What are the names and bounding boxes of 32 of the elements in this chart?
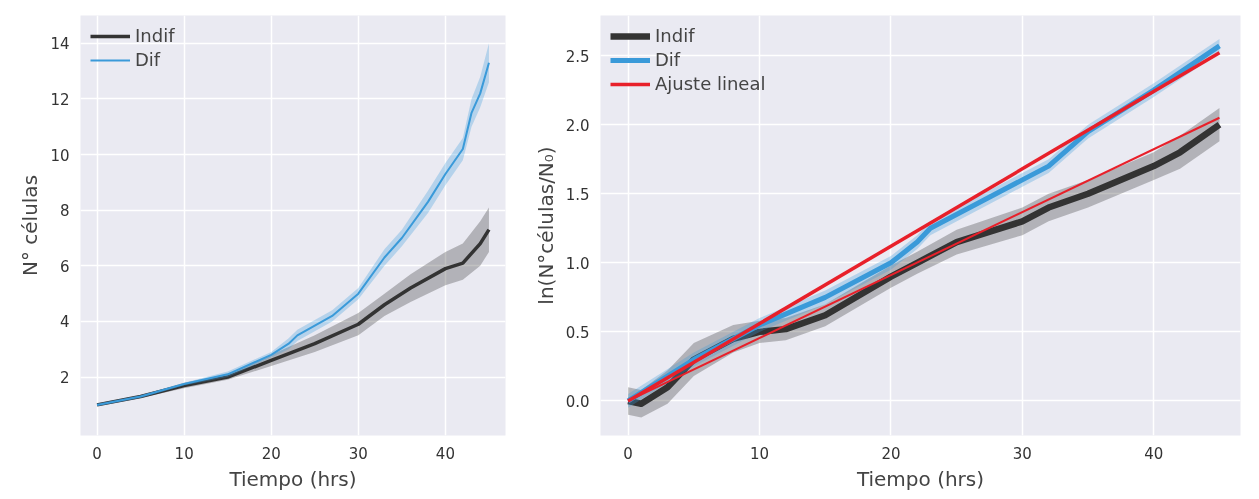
legend-label: Dif bbox=[135, 49, 161, 70]
y-tick-label: 4 bbox=[59, 313, 70, 332]
x-tick-label: 10 bbox=[749, 444, 770, 463]
y-tick-label: 12 bbox=[50, 90, 70, 109]
x-tick-label: 10 bbox=[174, 444, 194, 463]
y-axis-title: ln(N°células/N₀) bbox=[533, 146, 558, 305]
y-tick-label: 2 bbox=[59, 369, 70, 388]
y-tick-label: 8 bbox=[59, 202, 70, 221]
x-tick-label: 40 bbox=[1144, 444, 1164, 463]
x-axis-title: Tiempo (hrs) bbox=[228, 466, 357, 491]
x-tick-label: 20 bbox=[261, 444, 281, 463]
y-tick-label: 0.0 bbox=[565, 392, 590, 411]
legend-label: Indif bbox=[655, 25, 695, 46]
legend-label: Ajuste lineal bbox=[655, 73, 766, 94]
y-tick-label: 6 bbox=[59, 257, 70, 276]
x-tick-label: 20 bbox=[881, 444, 901, 463]
x-tick-label: 30 bbox=[1012, 444, 1032, 463]
x-tick-label: 40 bbox=[435, 444, 455, 463]
y-tick-label: 1.0 bbox=[565, 254, 590, 273]
y-tick-label: 0.5 bbox=[565, 323, 590, 342]
y-tick-label: 10 bbox=[50, 146, 70, 165]
x-tick-label: 30 bbox=[348, 444, 368, 463]
legend-label: Indif bbox=[135, 25, 175, 46]
y-tick-label: 14 bbox=[50, 35, 70, 54]
legend-label: Dif bbox=[655, 49, 681, 70]
x-tick-label: 0 bbox=[92, 444, 102, 463]
y-tick-label: 2.5 bbox=[565, 47, 590, 66]
x-axis-title: Tiempo (hrs) bbox=[855, 466, 985, 491]
y-tick-label: 1.5 bbox=[565, 185, 590, 204]
y-axis-title: N° células bbox=[18, 174, 43, 277]
y-tick-label: 2.0 bbox=[565, 116, 590, 135]
x-tick-label: 0 bbox=[623, 444, 633, 463]
